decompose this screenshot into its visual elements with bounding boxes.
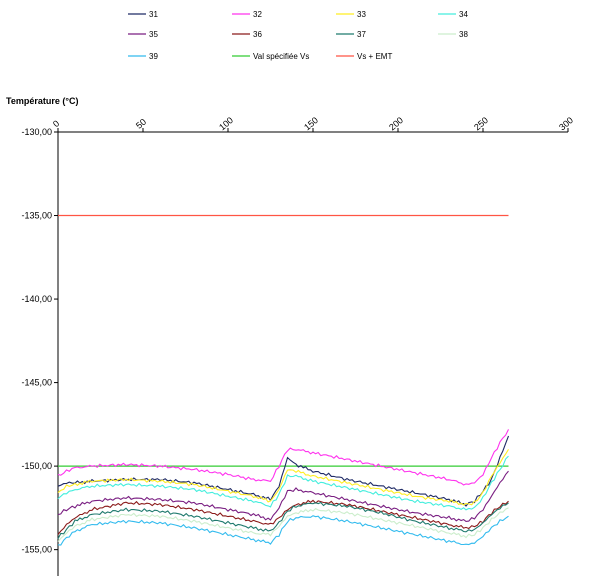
series-lines	[57, 429, 510, 546]
x-tick-label: 100	[217, 115, 235, 132]
y-axis-ticks: -130,00 -135,00 -140,00 -145,00 -150,00 -155,…	[21, 127, 58, 555]
series-line-34	[57, 455, 509, 511]
series-line-38	[57, 507, 509, 542]
x-tick-label: 300	[557, 115, 575, 132]
legend-label: 31	[149, 10, 158, 19]
x-axis-ticks: 0 50 100 150 200 250 300	[51, 115, 575, 132]
legend-label: 34	[459, 10, 468, 19]
x-tick-label: 200	[387, 115, 405, 132]
legend-label: 35	[149, 30, 158, 39]
y-tick-label: -145,00	[21, 378, 52, 388]
legend-label: 37	[357, 30, 366, 39]
y-axis-label: Température (°C)	[6, 96, 78, 106]
legend-label: 32	[253, 10, 262, 19]
x-tick-label: 250	[472, 115, 490, 132]
legend-label: 39	[149, 52, 158, 61]
x-tick-label: 50	[134, 117, 148, 131]
x-tick-label: 0	[51, 118, 61, 129]
y-tick-label: -130,00	[21, 127, 52, 137]
series-line-39	[57, 515, 509, 546]
reference-lines	[58, 214, 509, 467]
y-tick-label: -135,00	[21, 211, 52, 221]
series-line-31	[57, 435, 510, 507]
series-line-37	[57, 501, 509, 540]
y-tick-label: -150,00	[21, 461, 52, 471]
series-line-33	[57, 449, 509, 506]
legend-label: 36	[253, 30, 262, 39]
y-tick-label: -140,00	[21, 294, 52, 304]
legend-label: 33	[357, 10, 366, 19]
series-line-35	[57, 470, 509, 522]
legend-label: 38	[459, 30, 468, 39]
series-line-36	[57, 499, 509, 535]
legend: 31 32 33 34 35 36 37 38 39 Val spécifiée Vs Vs + E…	[128, 10, 468, 61]
legend-label: Vs + EMT	[357, 52, 392, 61]
series-line-32	[57, 429, 509, 486]
legend-label: Val spécifiée Vs	[253, 52, 309, 61]
y-tick-label: -155,00	[21, 545, 52, 555]
x-tick-label: 150	[302, 115, 320, 132]
